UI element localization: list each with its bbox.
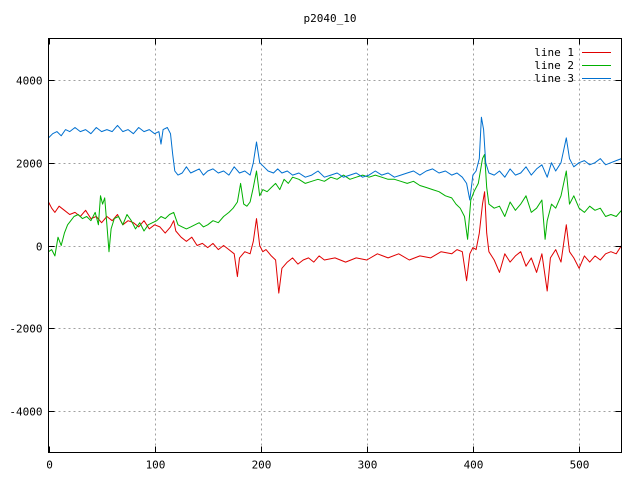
x-tick-label: 200 xyxy=(252,459,272,472)
x-tick-label: 400 xyxy=(464,459,484,472)
y-tick-label: -4000 xyxy=(9,406,42,419)
legend-label: line 2 xyxy=(534,59,574,72)
series-line-3 xyxy=(48,116,622,201)
y-tick-label: -2000 xyxy=(9,323,42,336)
legend-label: line 1 xyxy=(534,46,574,59)
series-line-1 xyxy=(48,191,622,294)
series-line-2 xyxy=(48,153,622,257)
legend-label: line 3 xyxy=(534,72,574,85)
chart-title: p2040_10 xyxy=(304,12,357,25)
x-tick-label: 0 xyxy=(46,459,53,472)
x-tick-label: 100 xyxy=(146,459,166,472)
grid xyxy=(48,38,622,453)
x-tick-label: 300 xyxy=(358,459,378,472)
plot-frame xyxy=(48,38,622,453)
series-lines xyxy=(48,116,622,294)
x-tick-label: 500 xyxy=(570,459,590,472)
axis-ticks: 0 100 200 300 400 500 -4000 -2000 0 2000 4000 xyxy=(9,38,622,472)
y-tick-label: 0 xyxy=(36,241,43,254)
y-tick-label: 2000 xyxy=(16,158,43,171)
y-tick-label: 4000 xyxy=(16,75,43,88)
